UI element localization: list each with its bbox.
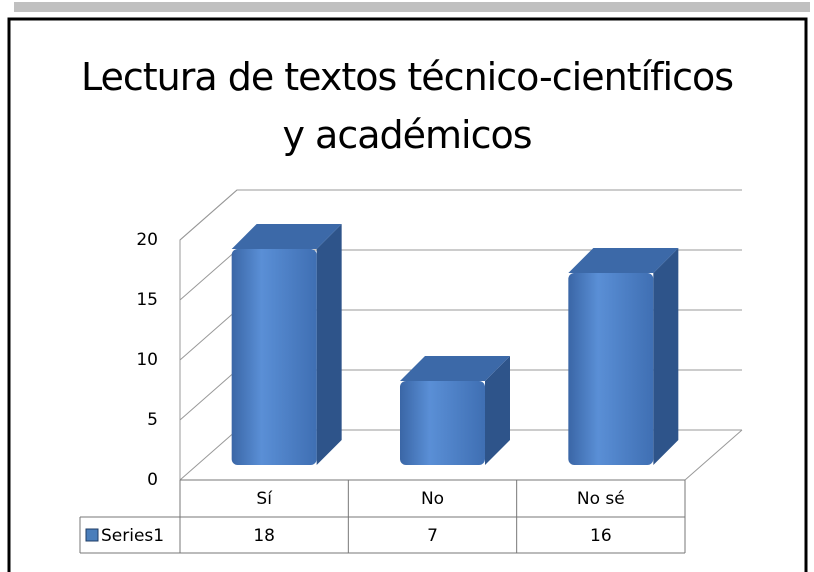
bar	[568, 248, 679, 465]
x-tick-label: No sé	[577, 489, 625, 509]
table-value: 16	[590, 526, 612, 546]
bar	[231, 224, 342, 465]
bar-side	[316, 224, 342, 465]
y-tick-label: 15	[136, 290, 158, 310]
bar-top	[568, 248, 679, 273]
bar-front	[231, 249, 317, 465]
y-tick-label: 5	[147, 410, 158, 430]
legend-key	[85, 528, 99, 542]
chart-title: Lectura de textos técnico-científicos y …	[80, 55, 734, 157]
top-band	[14, 2, 810, 12]
bar-side	[485, 356, 510, 465]
bar-top	[231, 224, 342, 249]
x-tick-label: Sí	[256, 489, 273, 509]
legend-label: Series1	[101, 526, 164, 546]
bar-side	[653, 248, 679, 465]
y-tick-label: 20	[136, 230, 158, 250]
y-tick-label: 10	[136, 350, 158, 370]
bar-top	[400, 356, 510, 381]
x-tick-label: No	[421, 489, 444, 509]
table-value: 18	[253, 526, 275, 546]
bar	[400, 356, 510, 465]
bar-front	[568, 273, 654, 465]
bar-front	[400, 381, 485, 465]
grid-line	[179, 189, 742, 241]
y-tick-label: 0	[147, 470, 158, 490]
table-value: 7	[427, 526, 438, 546]
